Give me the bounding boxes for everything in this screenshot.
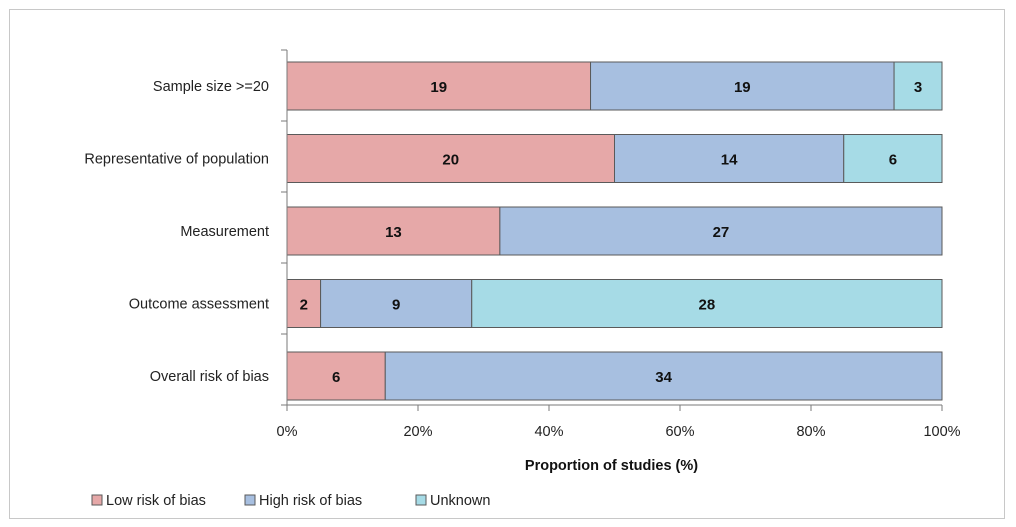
- bar-segment: [384, 351, 943, 401]
- legend: Low risk of bias High risk of bias Unknown: [91, 493, 490, 509]
- data-label: 19: [734, 79, 751, 96]
- legend-label: Low risk of bias: [106, 493, 206, 509]
- data-label: 14: [721, 152, 738, 169]
- legend-item: Low risk of bias: [91, 493, 206, 509]
- legend-item: Unknown: [415, 493, 490, 509]
- data-label: 3: [914, 79, 922, 96]
- x-tick-label: 80%: [796, 424, 825, 440]
- data-label: 6: [889, 152, 897, 169]
- data-label: 28: [699, 297, 716, 314]
- bar-segment: [893, 61, 943, 111]
- bar-segment: [499, 206, 943, 256]
- data-label: 19: [430, 79, 447, 96]
- category-label: Sample size >=20: [153, 79, 269, 95]
- bar-segment: [471, 279, 943, 328]
- x-tick-label: 0%: [277, 424, 298, 440]
- x-tick-label: 60%: [665, 424, 694, 440]
- bar-segment: [590, 61, 895, 111]
- bar-segment: [286, 61, 592, 111]
- axis-layer: Sample size >=20 Representative of popula…: [84, 49, 961, 440]
- data-label: 9: [392, 297, 400, 314]
- legend-swatch: [244, 494, 256, 506]
- data-label: 6: [332, 369, 340, 386]
- data-label: 34: [655, 369, 672, 386]
- legend-swatch: [91, 494, 103, 506]
- category-label: Outcome assessment: [129, 297, 269, 313]
- bar-segment: [843, 134, 943, 183]
- data-label: 13: [385, 224, 402, 241]
- legend-label: Unknown: [430, 493, 490, 509]
- x-axis-title: Proportion of studies (%): [525, 458, 698, 474]
- data-label: 20: [442, 152, 459, 169]
- data-label: 2: [300, 297, 308, 314]
- bar-segment: [614, 134, 845, 183]
- bar-segment: [286, 351, 386, 401]
- legend-label: High risk of bias: [259, 493, 362, 509]
- category-label: Overall risk of bias: [150, 369, 269, 385]
- bar-segment: [286, 134, 615, 183]
- category-label: Representative of population: [84, 152, 269, 168]
- x-tick-label: 100%: [923, 424, 960, 440]
- bar-segment: [286, 279, 322, 328]
- x-tick-label: 20%: [403, 424, 432, 440]
- data-label: 27: [713, 224, 730, 241]
- legend-item: High risk of bias: [244, 493, 362, 509]
- x-tick-label: 40%: [534, 424, 563, 440]
- legend-swatch: [415, 494, 427, 506]
- category-label: Measurement: [180, 224, 269, 240]
- bars-layer: 19 19 3 20 14 6 13 27 2 9 28 6 34: [286, 61, 943, 401]
